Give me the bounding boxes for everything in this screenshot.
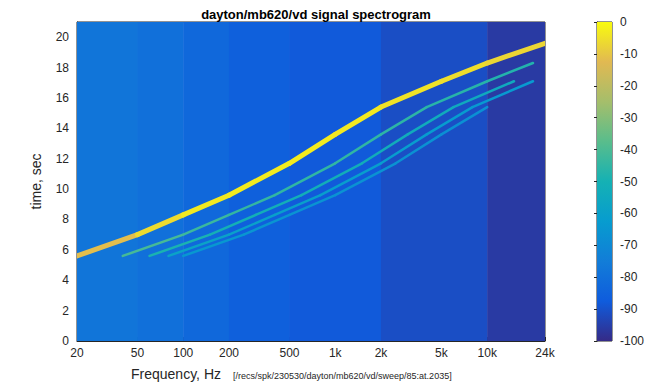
svg-text:8: 8: [62, 212, 69, 226]
svg-text:Frequency, Hz: Frequency, Hz: [131, 366, 221, 382]
svg-text:0: 0: [620, 15, 627, 29]
svg-text:18: 18: [56, 61, 70, 75]
svg-text:-40: -40: [620, 143, 638, 157]
svg-text:-30: -30: [620, 111, 638, 125]
svg-text:10k: 10k: [478, 346, 498, 360]
svg-text:-10: -10: [620, 47, 638, 61]
svg-text:[/recs/spk/230530/dayton/mb620: [/recs/spk/230530/dayton/mb620/vd/sweep/…: [233, 371, 452, 381]
svg-text:20: 20: [56, 30, 70, 44]
svg-text:100: 100: [173, 346, 193, 360]
svg-text:0: 0: [62, 334, 69, 348]
svg-text:-90: -90: [620, 302, 638, 316]
svg-text:6: 6: [62, 243, 69, 257]
svg-text:dayton/mb620/vd signal spectro: dayton/mb620/vd signal spectrogram: [201, 7, 431, 22]
svg-text:-100: -100: [620, 334, 644, 348]
svg-text:16: 16: [56, 91, 70, 105]
svg-text:50: 50: [131, 346, 145, 360]
svg-text:-50: -50: [620, 175, 638, 189]
svg-text:12: 12: [56, 152, 70, 166]
svg-text:1k: 1k: [329, 346, 343, 360]
svg-text:500: 500: [279, 346, 299, 360]
svg-text:14: 14: [56, 121, 70, 135]
svg-text:time, sec: time, sec: [28, 153, 44, 209]
svg-text:-60: -60: [620, 206, 638, 220]
svg-text:-80: -80: [620, 270, 638, 284]
svg-text:4: 4: [62, 273, 69, 287]
svg-text:200: 200: [219, 346, 239, 360]
svg-text:-70: -70: [620, 238, 638, 252]
svg-text:5k: 5k: [435, 346, 449, 360]
svg-text:24k: 24k: [535, 346, 555, 360]
svg-text:-20: -20: [620, 79, 638, 93]
svg-text:2: 2: [62, 304, 69, 318]
svg-text:2k: 2k: [375, 346, 389, 360]
svg-text:20: 20: [70, 346, 84, 360]
svg-text:10: 10: [56, 182, 70, 196]
